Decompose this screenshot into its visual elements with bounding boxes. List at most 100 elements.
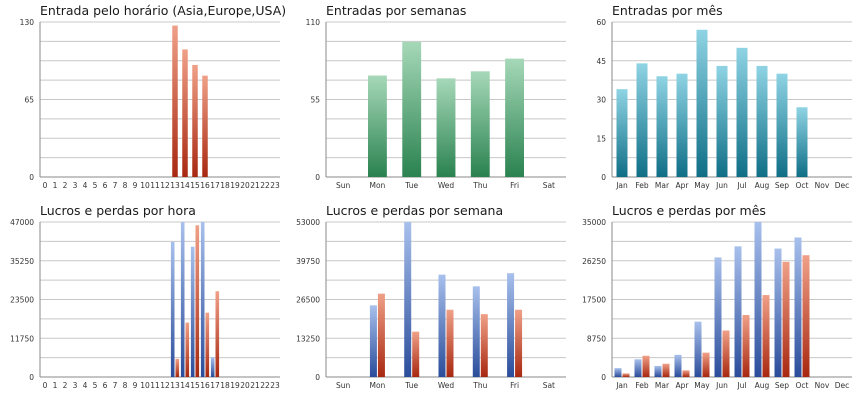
x-tick-label: 4 xyxy=(83,181,88,190)
x-tick-label: Feb xyxy=(635,181,649,190)
bar xyxy=(470,71,490,177)
x-tick-label: Jun xyxy=(715,381,728,390)
x-tick-label: Aug xyxy=(755,181,770,190)
bar xyxy=(762,295,770,377)
x-tick-label: 11 xyxy=(150,381,160,390)
x-tick-label: 6 xyxy=(103,381,108,390)
x-tick-label: 21 xyxy=(250,381,260,390)
x-tick-label: 20 xyxy=(240,381,250,390)
x-tick-label: 21 xyxy=(250,181,260,190)
chart-svg: 0 15 30 45 60 Jan Feb Mar Apr May Jun Jul Aug Sep Oct N… xyxy=(596,18,852,190)
bar xyxy=(794,237,802,377)
x-tick-label: Wed xyxy=(438,381,455,390)
y-tick-label: 0 xyxy=(601,373,606,382)
x-tick-label: Dec xyxy=(835,381,850,390)
bar xyxy=(714,257,722,377)
y-tick-label: 47000 xyxy=(10,218,34,227)
x-tick-label: 5 xyxy=(93,381,98,390)
bar xyxy=(754,222,762,377)
chart-panel-entries-by-month: Entradas por mês 0 15 30 45 60 Jan Feb Mar Apr Ma… xyxy=(572,0,858,200)
y-tick-label: 0 xyxy=(29,373,34,382)
bar xyxy=(702,352,710,377)
y-tick-label: 11750 xyxy=(10,334,34,343)
bar xyxy=(676,73,688,177)
bar xyxy=(696,29,708,177)
x-tick-label: Sun xyxy=(336,381,351,390)
chart-title: Entradas por mês xyxy=(612,3,723,18)
x-tick-label: 17 xyxy=(210,381,220,390)
bar xyxy=(202,75,208,177)
bar xyxy=(505,58,524,177)
x-tick-label: 22 xyxy=(260,181,270,190)
x-tick-label: May xyxy=(694,381,710,390)
x-tick-label: 1 xyxy=(53,181,58,190)
x-tick-label: Fri xyxy=(510,381,519,390)
x-tick-label: 10 xyxy=(140,181,150,190)
chart-panel-pnl-by-month: Lucros e perdas por mês 0 8750 17500 26250 3… xyxy=(572,200,858,400)
bar xyxy=(200,222,205,377)
bar xyxy=(656,76,668,177)
chart-panel-pnl-by-week: Lucros e perdas por semana 0 13250 26500 39… xyxy=(286,200,572,400)
x-tick-label: 20 xyxy=(240,181,250,190)
bar xyxy=(402,41,422,178)
x-tick-label: 15 xyxy=(190,181,200,190)
x-tick-label: Sun xyxy=(336,181,351,190)
bar xyxy=(175,358,180,377)
x-tick-label: Mon xyxy=(370,181,386,190)
x-tick-label: Jul xyxy=(736,181,746,190)
bar xyxy=(782,261,790,377)
x-tick-label: Feb xyxy=(635,381,649,390)
x-tick-label: Apr xyxy=(676,381,690,390)
x-tick-label: Jul xyxy=(736,381,746,390)
x-tick-label: 16 xyxy=(200,381,210,390)
y-tick-label: 65 xyxy=(24,96,34,105)
y-tick-label: 23500 xyxy=(10,296,34,305)
bar xyxy=(185,322,190,377)
x-tick-label: 13 xyxy=(170,381,180,390)
x-tick-label: Sat xyxy=(543,381,555,390)
x-tick-label: Jan xyxy=(615,381,628,390)
x-tick-label: Aug xyxy=(755,381,770,390)
bar xyxy=(616,89,628,177)
chart-title: Lucros e perdas por hora xyxy=(40,203,196,218)
x-tick-label: 18 xyxy=(220,381,230,390)
x-tick-label: Thu xyxy=(472,181,487,190)
bar xyxy=(412,331,420,377)
y-tick-label: 39750 xyxy=(296,257,320,266)
x-tick-label: 9 xyxy=(133,181,138,190)
bar xyxy=(436,78,456,177)
bar xyxy=(796,107,808,177)
chart-title: Lucros e perdas por mês xyxy=(612,203,766,218)
x-tick-label: 12 xyxy=(160,381,170,390)
bar xyxy=(369,305,377,377)
x-tick-label: 7 xyxy=(113,181,118,190)
x-tick-label: Oct xyxy=(796,381,809,390)
bar xyxy=(642,355,650,377)
bar xyxy=(662,363,670,377)
bar xyxy=(507,273,515,377)
x-tick-label: 11 xyxy=(150,181,160,190)
chart-svg: 0 13250 26500 39750 53000 Sun Mon Tue Wed Thu Fri S… xyxy=(296,218,566,390)
bar xyxy=(377,293,385,377)
y-tick-label: 45 xyxy=(596,57,606,66)
x-tick-label: Sat xyxy=(543,181,555,190)
bar xyxy=(438,274,446,377)
x-tick-label: 10 xyxy=(140,381,150,390)
bar xyxy=(195,225,200,377)
bar xyxy=(756,65,768,177)
y-tick-label: 0 xyxy=(315,173,320,182)
x-tick-label: 23 xyxy=(270,381,280,390)
bar xyxy=(742,315,750,377)
x-tick-label: Mar xyxy=(655,381,670,390)
y-tick-label: 26500 xyxy=(296,296,320,305)
chart-panel-pnl-by-hour: Lucros e perdas por hora 0 11750 23500 3525… xyxy=(0,200,286,400)
bar xyxy=(716,65,728,177)
y-tick-label: 0 xyxy=(601,173,606,182)
x-tick-label: 5 xyxy=(93,181,98,190)
bar xyxy=(654,365,662,377)
y-tick-label: 17500 xyxy=(582,296,606,305)
bar xyxy=(480,314,488,377)
x-tick-label: 13 xyxy=(170,181,180,190)
